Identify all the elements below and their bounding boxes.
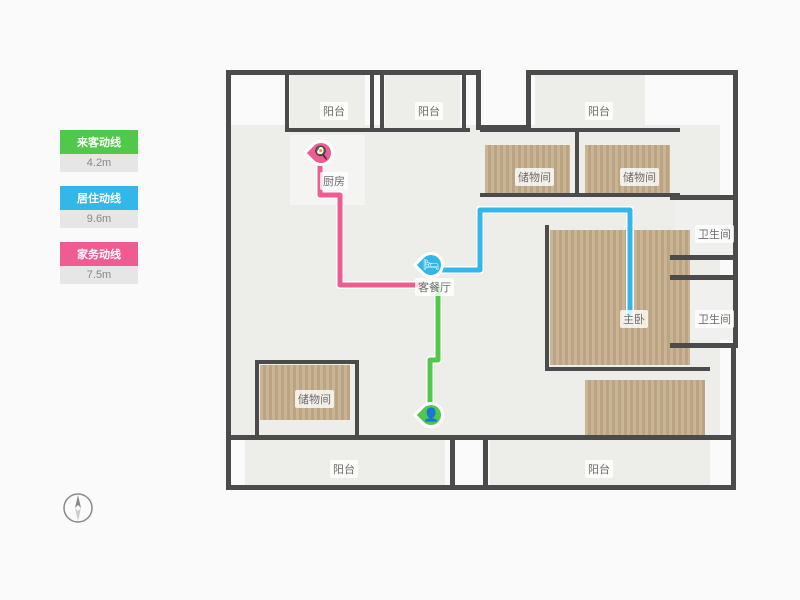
room-label: 储物间	[295, 390, 334, 408]
wall	[285, 128, 470, 132]
legend: 来客动线 4.2m 居住动线 9.6m 家务动线 7.5m	[60, 130, 138, 298]
legend-label: 来客动线	[60, 130, 138, 154]
wall	[355, 360, 359, 435]
floor-plan: 阳台阳台阳台厨房储物间储物间卫生间客餐厅主卧卫生间储物间阳台阳台 🍳🛏👤	[190, 60, 760, 500]
wall	[526, 70, 736, 75]
legend-distance: 7.5m	[60, 266, 138, 284]
legend-distance: 9.6m	[60, 210, 138, 228]
wall	[545, 225, 549, 370]
room-label: 阳台	[585, 102, 613, 120]
legend-distance: 4.2m	[60, 154, 138, 172]
wall	[226, 435, 736, 440]
wall	[733, 70, 738, 200]
room-label: 主卧	[620, 310, 648, 328]
wall	[670, 255, 738, 260]
wall	[462, 70, 466, 130]
marker-guest: 👤	[418, 402, 444, 434]
room-label: 阳台	[585, 460, 613, 478]
wall	[483, 435, 488, 490]
marker-chore: 🍳	[308, 140, 334, 172]
room-label: 储物间	[620, 168, 659, 186]
room-label: 卫生间	[695, 310, 734, 328]
wall	[670, 195, 738, 200]
wall	[380, 70, 384, 130]
legend-item-chore: 家务动线 7.5m	[60, 242, 138, 284]
room-label: 厨房	[320, 172, 348, 190]
legend-label: 居住动线	[60, 186, 138, 210]
legend-item-live: 居住动线 9.6m	[60, 186, 138, 228]
legend-label: 家务动线	[60, 242, 138, 266]
room-label: 储物间	[515, 168, 554, 186]
wall	[255, 360, 355, 364]
wall	[480, 193, 680, 197]
wall	[370, 70, 374, 130]
floor-bottom-right	[585, 380, 705, 435]
wall	[575, 130, 579, 195]
room-label: 卫生间	[695, 225, 734, 243]
legend-item-guest: 来客动线 4.2m	[60, 130, 138, 172]
wall	[545, 367, 710, 371]
wall	[480, 128, 680, 132]
wall	[450, 435, 455, 490]
wall	[226, 485, 736, 490]
wall	[476, 70, 481, 130]
room-label: 阳台	[415, 102, 443, 120]
wall	[731, 343, 736, 490]
marker-live: 🛏	[418, 252, 444, 284]
compass-icon	[60, 490, 96, 526]
room-label: 阳台	[330, 460, 358, 478]
wall	[285, 70, 289, 130]
floor-bedroom	[550, 230, 690, 365]
wall	[670, 343, 738, 348]
room-label: 阳台	[320, 102, 348, 120]
wall	[255, 360, 259, 435]
wall	[526, 70, 531, 130]
wall	[226, 70, 476, 75]
wall	[226, 70, 231, 490]
wall	[670, 275, 738, 280]
